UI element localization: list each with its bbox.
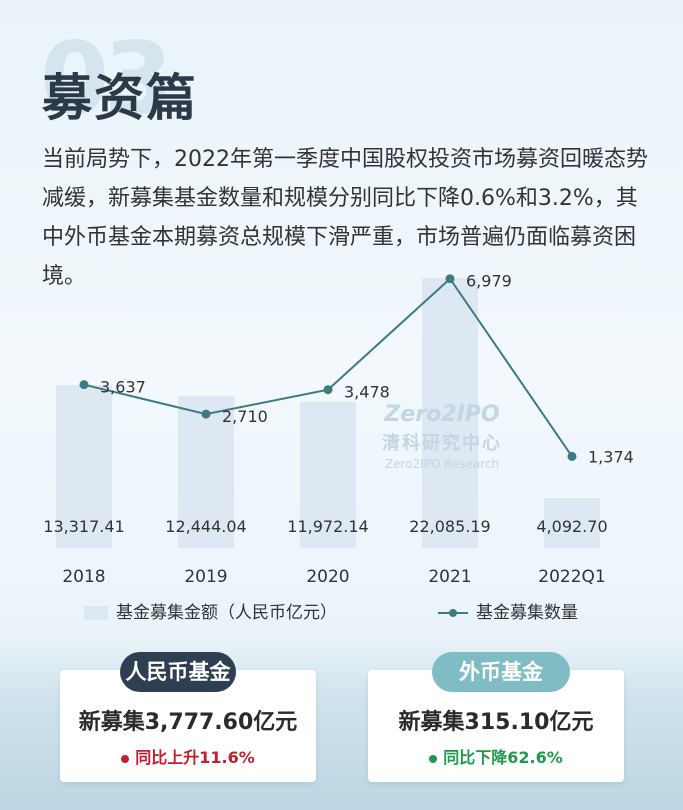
- watermark: Zero2IPO 清科研究中心 Zero2IPO Research: [372, 402, 512, 471]
- chart-area: 13,317.41 12,444.04 11,972.14 22,085.19 4,09…: [0, 270, 683, 630]
- count-value-label: 3,478: [344, 383, 390, 402]
- x-tick-label: 2019: [184, 567, 227, 587]
- rmb-fund-pill: 人民币基金: [120, 652, 236, 692]
- foreign-fund-change-text: 同比下降62.6%: [443, 748, 563, 767]
- legend-line-swatch: [438, 609, 468, 617]
- legend-bar-swatch: [84, 606, 108, 620]
- bar-2022Q1: [544, 497, 600, 548]
- foreign-fund-card: 新募集315.10亿元 同比下降62.6%: [368, 670, 624, 782]
- bar-value-label: 4,092.70: [536, 517, 607, 536]
- rmb-fund-amount: 新募集3,777.60亿元: [78, 710, 298, 735]
- count-point: [567, 451, 577, 461]
- count-point: [201, 409, 211, 419]
- foreign-fund-change: 同比下降62.6%: [368, 744, 624, 768]
- x-tick-label: 2018: [62, 567, 105, 587]
- x-tick-label: 2020: [306, 567, 349, 587]
- legend-bar: 基金募集金额（人民币亿元）: [84, 598, 337, 623]
- legend-line: 基金募集数量: [438, 598, 578, 623]
- watermark-cn: 清科研究中心: [382, 433, 502, 454]
- up-dot-icon: [121, 754, 130, 763]
- bar-2020: [300, 401, 356, 548]
- bar-value-label: 11,972.14: [287, 517, 368, 536]
- section-number: 03: [40, 20, 173, 137]
- rmb-fund-change: 同比上升11.6%: [60, 744, 316, 768]
- foreign-fund-pill: 外币基金: [432, 652, 570, 692]
- count-value-label: 6,979: [466, 272, 512, 291]
- count-point: [79, 380, 89, 390]
- count-value-label: 2,710: [222, 407, 268, 426]
- count-point: [445, 274, 455, 284]
- count-value-label: 3,637: [100, 378, 146, 397]
- watermark-logo: Zero2IPO: [384, 402, 500, 427]
- bar-2019: [178, 395, 234, 548]
- down-dot-icon: [429, 754, 438, 763]
- count-value-label: 1,374: [588, 447, 634, 466]
- rmb-fund-change-text: 同比上升11.6%: [135, 748, 255, 767]
- x-tick-label: 2021: [428, 567, 471, 587]
- watermark-en: Zero2IPO Research: [384, 457, 500, 471]
- bar-2021: [422, 278, 478, 548]
- bar-value-label: 22,085.19: [409, 517, 490, 536]
- x-tick-label: 2022Q1: [538, 567, 605, 587]
- bar-value-label: 12,444.04: [165, 517, 246, 536]
- legend-line-label: 基金募集数量: [476, 603, 578, 623]
- foreign-fund-amount: 新募集315.10亿元: [398, 710, 594, 735]
- bar-value-label: 13,317.41: [43, 517, 124, 536]
- legend-bar-label: 基金募集金额（人民币亿元）: [116, 603, 337, 623]
- bar-2018: [56, 385, 112, 548]
- page-title: 募资篇: [42, 69, 198, 127]
- fundraising-chart: 13,317.41 12,444.04 11,972.14 22,085.19 4,09…: [43, 272, 634, 587]
- count-point: [323, 385, 333, 395]
- intro-paragraph: 当前局势下，2022年第一季度中国股权投资市场募资回暖态势减缓，新募集基金数量和…: [42, 147, 648, 289]
